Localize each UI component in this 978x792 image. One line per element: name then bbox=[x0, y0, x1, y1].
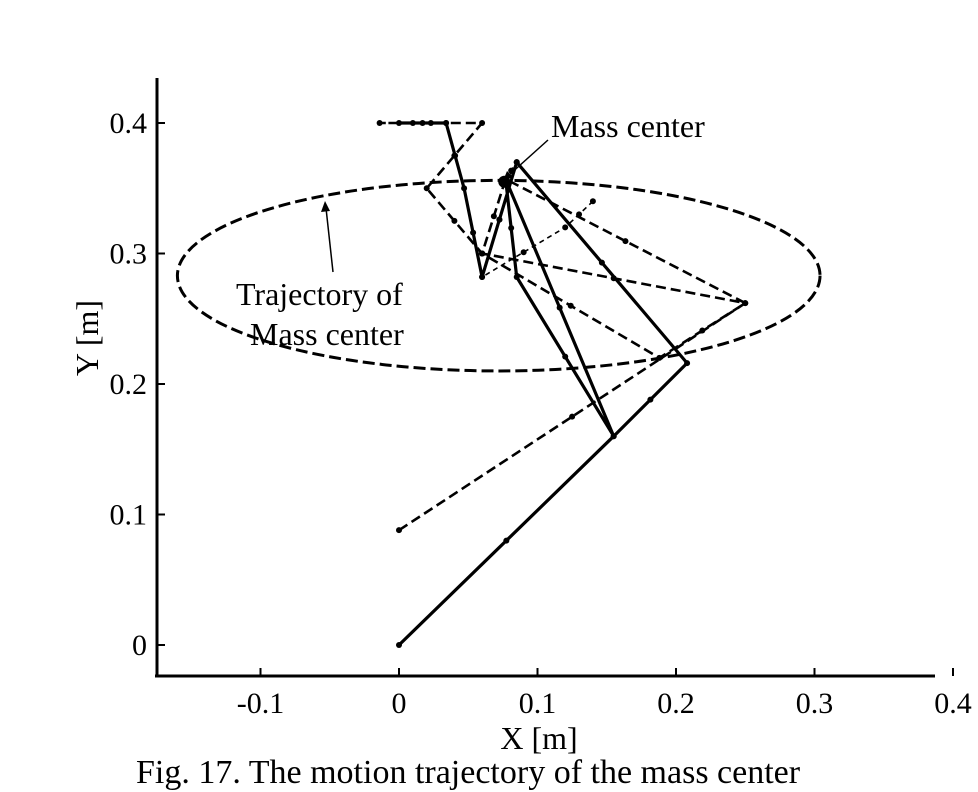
series-2-mid-marker bbox=[610, 275, 617, 282]
series-2-mid-marker bbox=[451, 217, 458, 224]
series-1-mid-marker bbox=[503, 537, 510, 544]
x-tick-label: 0.4 bbox=[934, 687, 972, 720]
series-1-line bbox=[397, 121, 689, 647]
series-3-point bbox=[479, 273, 486, 280]
axes bbox=[155, 78, 935, 678]
series-3-line bbox=[481, 161, 594, 278]
x-tick-label: 0.3 bbox=[796, 687, 834, 720]
x-tick-label: 0.2 bbox=[657, 687, 695, 720]
series-2-mid-marker bbox=[567, 302, 574, 309]
trajectory-label-line1: Trajectory of bbox=[236, 276, 403, 312]
trajectory-label-line2: Mass center bbox=[250, 316, 404, 352]
series-2-mid-marker bbox=[699, 327, 706, 334]
series-1-mid-marker bbox=[562, 353, 569, 360]
series-2-mid-marker bbox=[569, 413, 576, 420]
series-2-point bbox=[396, 527, 402, 534]
y-ticks: 0 0.1 0.2 0.3 0.4 bbox=[110, 107, 165, 662]
y-tick-label: 0.2 bbox=[110, 368, 148, 401]
series-2-point bbox=[479, 250, 486, 257]
trajectory-arrow-line bbox=[325, 207, 334, 273]
series-3-point bbox=[562, 224, 569, 231]
x-ticks: -0.1 0 0.1 0.2 0.3 0.4 bbox=[237, 668, 972, 720]
series-2-line bbox=[378, 121, 747, 532]
series-1-point bbox=[396, 642, 402, 648]
series-2-point bbox=[423, 185, 430, 192]
series-2-point bbox=[656, 354, 663, 361]
x-tick-label: 0 bbox=[392, 687, 407, 720]
y-tick-label: 0.4 bbox=[110, 107, 148, 140]
series-1-mid-marker bbox=[647, 396, 654, 403]
series-2-mid-marker bbox=[622, 238, 629, 245]
series-1-mid-marker bbox=[598, 259, 605, 266]
series-2-point bbox=[376, 120, 383, 126]
mass-center-label: Mass center bbox=[551, 108, 705, 144]
series-2-point bbox=[443, 120, 450, 126]
series-1-point bbox=[461, 185, 468, 192]
y-tick-label: 0 bbox=[132, 629, 147, 662]
series-3-mid-marker bbox=[520, 249, 527, 256]
figure-caption: Fig. 17. The motion trajectory of the ma… bbox=[136, 754, 801, 791]
series-3-point bbox=[589, 198, 596, 205]
series-1-mid-marker bbox=[556, 304, 563, 311]
annotations: Mass center Trajectory of Mass center bbox=[236, 108, 705, 352]
y-tick-label: 0.3 bbox=[110, 238, 148, 271]
series-2-point bbox=[742, 300, 749, 307]
series-2-mid-marker bbox=[409, 120, 416, 126]
series-3-point bbox=[513, 159, 520, 166]
x-tick-label: 0.1 bbox=[519, 687, 557, 720]
series-1-point bbox=[610, 433, 617, 440]
series-2-point bbox=[479, 120, 486, 126]
series-1-point bbox=[684, 360, 691, 367]
series-2-mid-marker bbox=[427, 120, 434, 126]
series-1-mid-marker bbox=[508, 225, 515, 232]
x-tick-label: -0.1 bbox=[237, 687, 285, 720]
mass-center-arrow-head bbox=[503, 171, 513, 181]
series-2-mid-marker bbox=[490, 213, 497, 220]
mass-center-arrow-line bbox=[507, 139, 549, 177]
series-layer bbox=[175, 120, 822, 648]
series-1-mid-marker bbox=[470, 229, 477, 236]
series-3-mid-marker bbox=[576, 211, 583, 218]
trajectory-arrow-head bbox=[321, 201, 330, 212]
y-tick-label: 0.1 bbox=[110, 499, 148, 532]
series-2-mid-marker bbox=[451, 152, 458, 159]
y-axis-title: Y [m] bbox=[69, 300, 105, 376]
series-3-mid-marker bbox=[496, 216, 503, 223]
x-axis-title: X [m] bbox=[500, 720, 577, 756]
